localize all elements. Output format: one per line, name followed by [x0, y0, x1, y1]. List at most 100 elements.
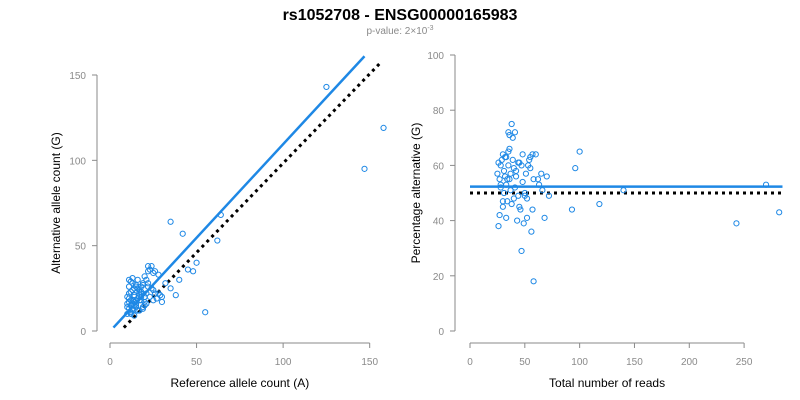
data-point [507, 170, 514, 177]
data-point [179, 230, 186, 237]
data-point [503, 154, 510, 161]
data-point [519, 151, 526, 158]
data-point [144, 283, 152, 290]
data-point [530, 176, 537, 183]
data-point [139, 280, 146, 287]
data-point [125, 295, 133, 302]
data-point [136, 307, 143, 314]
data-point [150, 286, 157, 294]
data-point [184, 266, 192, 273]
data-point [503, 214, 510, 221]
data-point [511, 129, 519, 136]
x-axis-title: Total number of reads [549, 376, 665, 390]
data-point [521, 189, 528, 197]
data-point [509, 156, 516, 163]
x-tick-label: 0 [467, 357, 473, 368]
y-tick-label: 100 [427, 51, 444, 62]
p-value-text: p-value: 2×10 [366, 26, 427, 37]
data-point [132, 283, 140, 290]
data-point [151, 268, 159, 275]
x-tick-label: 0 [107, 357, 113, 368]
data-point [144, 263, 152, 270]
data-point [505, 148, 512, 155]
data-point [155, 290, 162, 297]
data-point [496, 211, 503, 219]
data-point [138, 297, 145, 304]
data-point [504, 198, 511, 205]
data-point [518, 247, 525, 255]
data-point [535, 181, 543, 188]
data-point [543, 173, 550, 180]
data-point [146, 293, 153, 300]
data-point [155, 271, 162, 278]
data-point [131, 312, 138, 319]
data-point [202, 309, 209, 316]
data-point [138, 293, 145, 300]
data-point [361, 165, 368, 172]
p-value-exponent: -3 [427, 25, 433, 32]
data-point [146, 266, 153, 273]
data-point [131, 298, 138, 306]
x-tick-label: 50 [519, 357, 531, 368]
data-point [214, 237, 221, 244]
data-point [143, 276, 150, 283]
data-point [162, 280, 169, 287]
data-point [500, 167, 508, 175]
data-point [127, 309, 134, 316]
chart-title: rs1052708 - ENSG00000165983 [283, 7, 518, 24]
y-tick-label: 100 [69, 156, 86, 167]
data-point [514, 217, 521, 224]
data-point [520, 220, 527, 227]
data-point [148, 263, 155, 270]
y-tick-label: 150 [69, 71, 86, 82]
data-point [497, 184, 504, 191]
data-point [504, 176, 511, 183]
data-point [534, 176, 542, 183]
data-point [568, 206, 576, 213]
data-point [158, 298, 166, 306]
data-point [499, 203, 506, 210]
data-point [495, 223, 502, 230]
data-point [495, 159, 502, 166]
data-point [596, 200, 603, 208]
data-point [143, 290, 150, 297]
data-point [516, 203, 523, 210]
data-point [380, 124, 387, 132]
fit-line [112, 55, 366, 329]
data-point [506, 176, 513, 183]
data-point [576, 148, 583, 155]
data-point [167, 218, 174, 225]
data-point [505, 129, 512, 136]
data-point [125, 276, 133, 283]
data-point [506, 145, 513, 152]
data-point [529, 151, 536, 158]
data-point [323, 83, 330, 91]
x-tick-label: 150 [626, 357, 643, 368]
data-point [127, 278, 134, 285]
left-scatter-plot: 0 50 100 150 Reference allele count (A) 0 50 10… [49, 55, 387, 390]
data-point [762, 181, 770, 188]
reference-line [122, 60, 383, 329]
data-point [620, 187, 627, 194]
p-value-label: p-value: 2×10-3 [366, 25, 433, 37]
data-point [127, 302, 134, 309]
data-point [141, 273, 148, 280]
y-axis-title: Percentage alternative (G) [409, 123, 423, 264]
x-tick-label: 200 [681, 357, 698, 368]
x-tick-label: 50 [191, 357, 203, 368]
data-point [167, 285, 174, 292]
data-point [523, 214, 531, 221]
data-point [776, 209, 783, 216]
data-point [131, 292, 138, 299]
y-tick-label: 20 [433, 272, 445, 283]
data-point [526, 156, 533, 163]
x-axis-title: Reference allele count (A) [170, 376, 309, 390]
data-point [511, 184, 519, 191]
y-tick-label: 0 [80, 327, 86, 338]
data-point [541, 214, 548, 221]
x-tick-label: 150 [361, 357, 378, 368]
data-point [519, 178, 526, 186]
data-point [172, 292, 179, 299]
right-scatter-plot: 0 50 100 150 200 250 Total number of reads 0 20 4… [409, 51, 783, 390]
